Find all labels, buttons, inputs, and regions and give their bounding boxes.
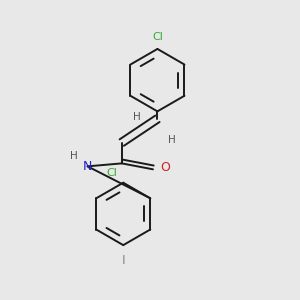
Text: H: H <box>133 112 140 122</box>
Text: Cl: Cl <box>152 32 163 41</box>
Text: H: H <box>70 151 78 161</box>
Text: Cl: Cl <box>106 168 117 178</box>
Text: H: H <box>168 135 176 145</box>
Text: O: O <box>160 161 170 174</box>
Text: N: N <box>83 160 92 173</box>
Text: I: I <box>122 254 125 267</box>
